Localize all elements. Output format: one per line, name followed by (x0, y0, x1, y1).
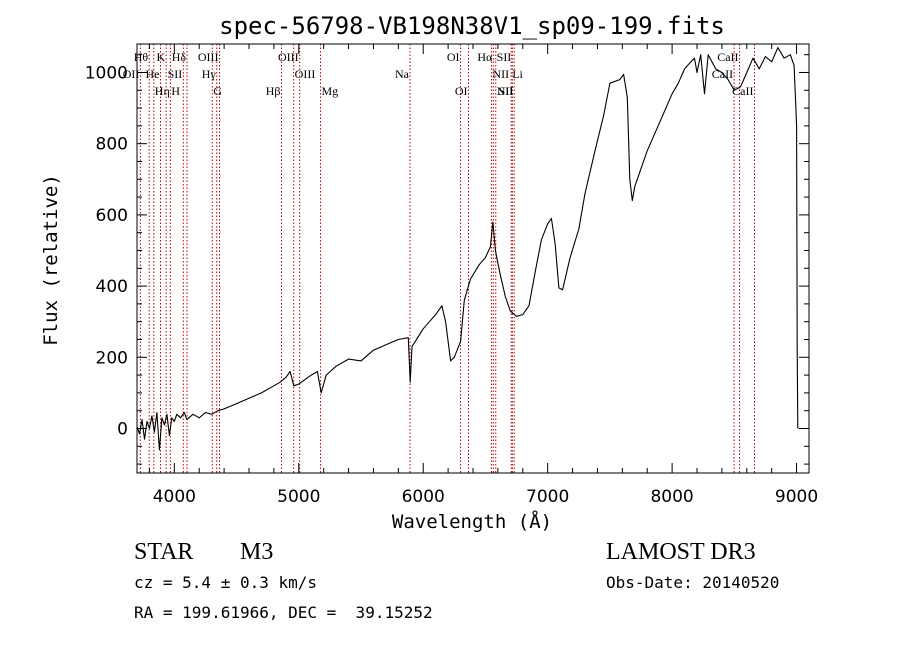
x-axis-ticks: 4000 5000 6000 7000 8000 9000 (148, 44, 818, 507)
y-tick-label: 1000 (85, 63, 128, 83)
y-axis-ticks: 0 200 400 600 800 1000 (85, 54, 809, 465)
x-axis-label: Wavelength (Å) (392, 510, 552, 533)
subclass: M3 (240, 539, 274, 565)
x-tick-label: 7000 (526, 487, 569, 507)
redshift-text: cz = 5.4 ± 0.3 km/s (134, 573, 318, 592)
line-marker-label: Hθ (134, 50, 149, 64)
line-marker-label: OII (123, 67, 140, 81)
y-tick-label: 200 (96, 348, 128, 368)
x-tick-label: 9000 (775, 487, 818, 507)
y-axis-label: Flux (relative) (40, 174, 62, 346)
line-marker-label: OIII (278, 50, 299, 64)
line-marker-label: Na (395, 67, 410, 81)
line-marker-label: CaII (712, 67, 733, 81)
line-marker-label: G (213, 84, 222, 98)
line-marker-label: SII (168, 67, 183, 81)
y-tick-label: 600 (96, 206, 128, 226)
y-tick-label: 0 (117, 419, 128, 439)
line-marker-label: Hγ (202, 67, 217, 81)
line-marker-label: OI (455, 84, 468, 98)
x-tick-label: 4000 (153, 487, 196, 507)
line-marker-label: Hα (477, 50, 493, 64)
line-marker-label: Mg (322, 84, 339, 98)
line-marker-lines (139, 44, 755, 473)
obs-date: Obs-Date: 20140520 (606, 573, 780, 592)
coordinates-text: RA = 199.61966, DEC = 39.15252 (134, 603, 433, 622)
line-marker-labels: OII Hθ Hη He K H SII Hδ G Hγ OIII Hβ OIII OIII Mg Na OI O… (123, 50, 754, 98)
line-marker-label: NII (497, 84, 514, 98)
plot-frame (136, 43, 810, 474)
line-marker-label: OIII (295, 67, 316, 81)
line-marker-label: CaII (717, 50, 738, 64)
line-marker-label: SII (497, 50, 512, 64)
x-tick-label: 6000 (402, 487, 445, 507)
spectrum-line (136, 47, 799, 451)
line-marker-label: He (146, 67, 160, 81)
line-marker-label: NII (492, 67, 509, 81)
line-marker-label: CaII (732, 84, 753, 98)
object-type: STAR (134, 539, 194, 565)
line-marker-label: OI (447, 50, 460, 64)
line-marker-label: OIII (198, 50, 219, 64)
x-tick-label: 8000 (650, 487, 693, 507)
line-marker-label: K (156, 50, 165, 64)
survey-name: LAMOST DR3 (606, 539, 756, 565)
line-marker-label: Li (512, 67, 523, 81)
line-marker-label: Hη (155, 84, 170, 98)
y-tick-label: 800 (96, 135, 128, 155)
line-marker-label: Hβ (266, 84, 281, 98)
chart-title: spec-56798-VB198N38V1_sp09-199.fits (219, 12, 725, 40)
line-marker-label: Hδ (172, 50, 187, 64)
y-tick-label: 400 (96, 277, 128, 297)
line-marker-label: H (171, 84, 180, 98)
line-marker-label: SII (499, 84, 514, 98)
x-tick-label: 5000 (277, 487, 320, 507)
